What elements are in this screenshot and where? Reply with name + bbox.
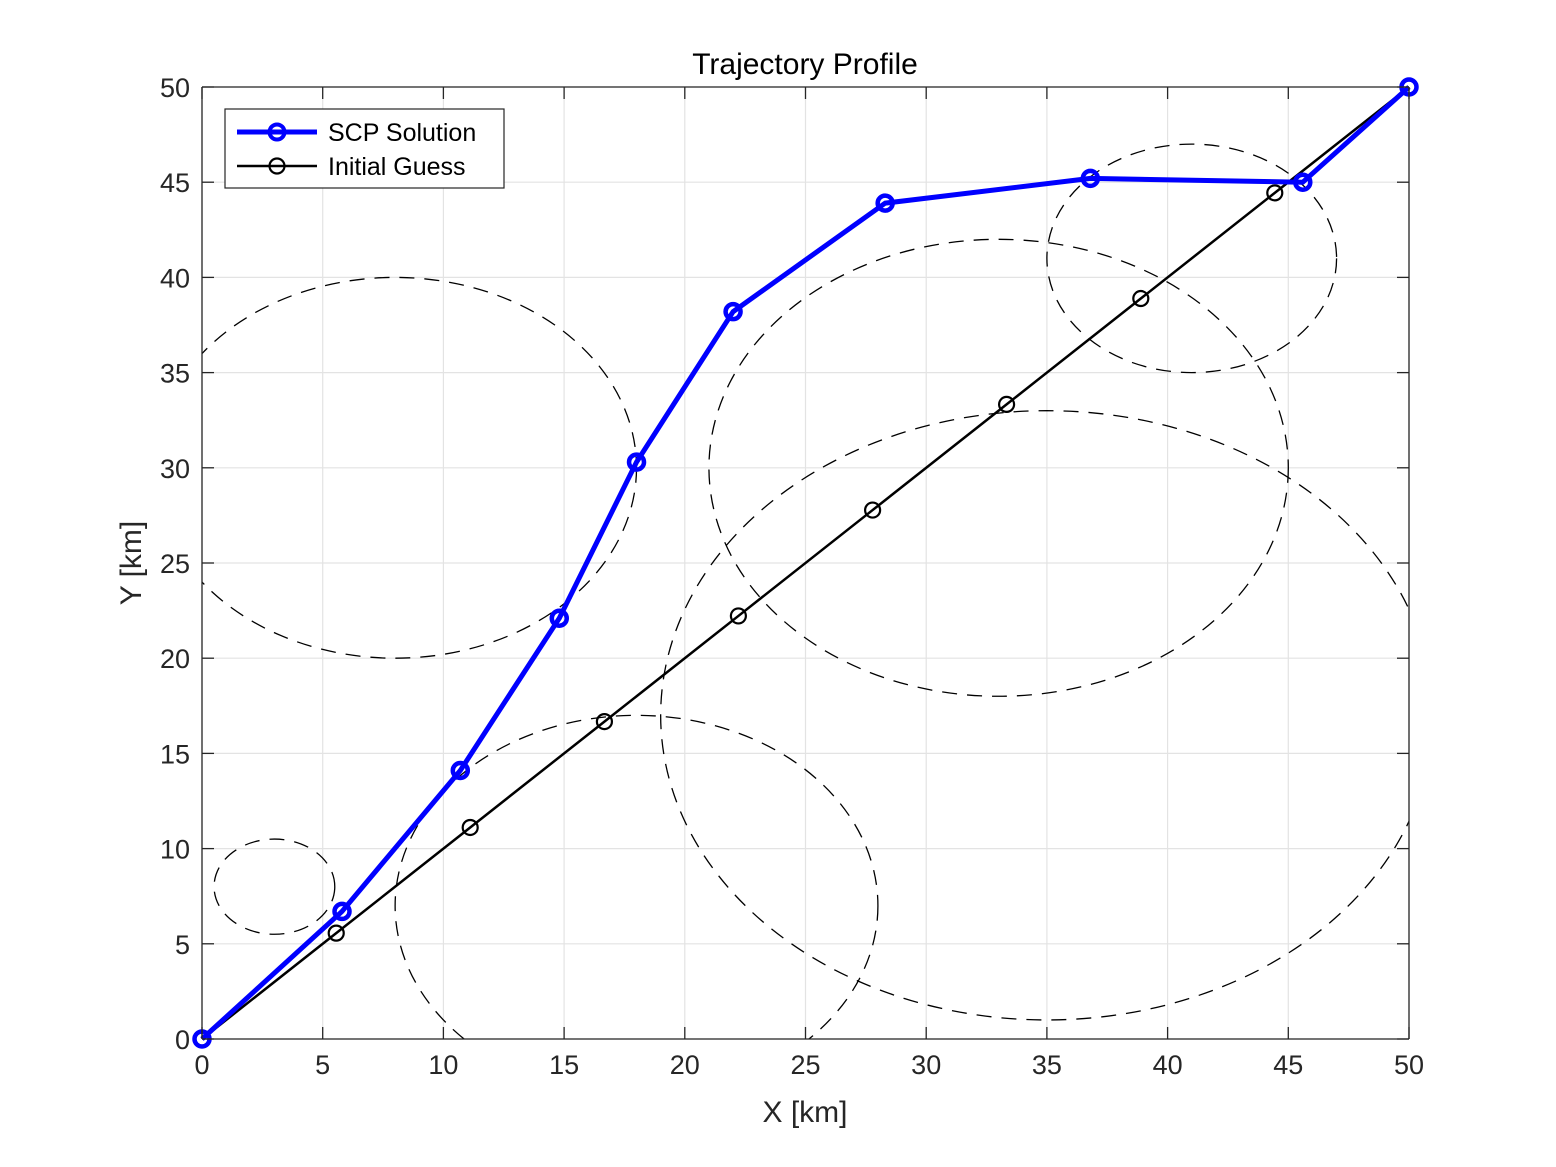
obstacle-boundary-4 (708, 238, 1289, 697)
y-tick-label: 45 (160, 168, 190, 198)
scp-solution-point-2 (450, 760, 471, 781)
x-tick-label: 40 (1153, 1050, 1183, 1080)
axes: 0 5 10 15 20 25 30 35 40 45 50 0 5 10 15 20 25 30 35 40 45 50 (160, 73, 1424, 1080)
initial-guess-point-5 (864, 501, 882, 519)
x-tick-label: 25 (790, 1050, 820, 1080)
scp-solution-point-6 (875, 193, 895, 213)
scp-solution-point-5 (723, 301, 743, 322)
initial-guess-point-3 (595, 713, 614, 731)
legend-box (224, 108, 505, 189)
legend: SCP Solution Initial Guess (224, 108, 505, 189)
legend-initial-label: Initial Guess (328, 153, 466, 181)
x-tick-label: 20 (670, 1050, 700, 1080)
obstacle-boundary-2 (213, 838, 336, 935)
y-tick-label: 15 (160, 739, 190, 769)
y-tick-label: 30 (160, 454, 190, 484)
x-tick-label: 0 (194, 1050, 209, 1080)
initial-guess-line (201, 86, 1410, 1040)
series-group (192, 77, 1419, 1049)
x-tick-label: 30 (911, 1050, 941, 1080)
initial-guess-point-6 (997, 395, 1016, 413)
x-tick-label: 50 (1394, 1050, 1424, 1080)
scp-solution-point-3 (549, 608, 570, 628)
legend-initial-marker (268, 157, 286, 175)
scp-solution-point-1 (332, 901, 352, 922)
x-tick-label: 5 (315, 1050, 330, 1080)
y-tick-label: 20 (160, 644, 190, 674)
y-tick-label: 50 (160, 73, 190, 103)
initial-guess-point-4 (729, 607, 747, 625)
y-tick-label: 0 (175, 1025, 190, 1055)
x-axis-label: X [km] (762, 1096, 847, 1129)
x-tick-label: 45 (1273, 1050, 1303, 1080)
x-tick-label: 35 (1032, 1050, 1062, 1080)
scp-solution-point-7 (1080, 168, 1101, 189)
x-tick-label: 15 (549, 1050, 579, 1080)
obstacle-boundary-5 (1046, 143, 1338, 374)
y-tick-label: 35 (160, 359, 190, 389)
y-tick-label: 10 (160, 835, 190, 865)
initial-guess-point-8 (1266, 184, 1284, 202)
scp-solution-line (200, 85, 1411, 1041)
initial-guess-point-7 (1132, 289, 1150, 308)
x-tick-label: 10 (428, 1050, 458, 1080)
chart-title: Trajectory Profile (692, 48, 918, 81)
legend-scp-marker (267, 122, 287, 142)
y-tick-label: 40 (160, 263, 190, 293)
initial-guess-point-2 (461, 818, 479, 837)
obstacle-boundary-6 (660, 410, 1409, 1021)
y-axis-label: Y [km] (115, 521, 148, 605)
y-tick-label: 5 (175, 930, 190, 960)
scp-solution-point-8 (1293, 172, 1313, 192)
initial-guess-point-1 (327, 924, 345, 942)
legend-scp-label: SCP Solution (328, 119, 476, 147)
scp-solution-point-4 (626, 452, 647, 472)
y-tick-label: 25 (160, 549, 190, 579)
obstacle-boundary-3 (394, 714, 879, 1039)
